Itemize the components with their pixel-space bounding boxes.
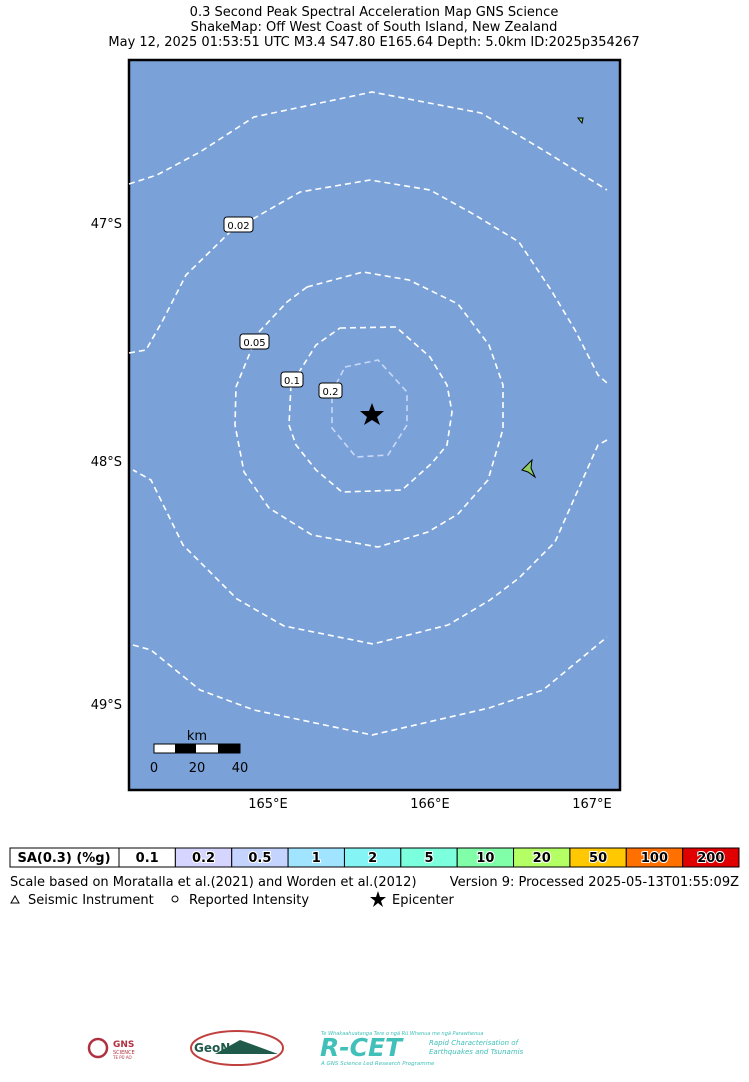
geonet-ring	[190, 1030, 284, 1066]
legend-instrument: Seismic Instrument	[28, 893, 154, 908]
scale-note: Scale based on Moratalla et al.(2021) an…	[10, 875, 417, 890]
lat-label: 49°S	[91, 698, 122, 713]
geonet-logo: GeoNet	[194, 1041, 244, 1055]
gns-maori: TE PŪ AO	[112, 1055, 132, 1060]
scale-seg	[218, 744, 240, 753]
colorbar-label: 5	[424, 851, 433, 866]
rcet-line1: Rapid Characterisation of	[429, 1039, 520, 1047]
lat-label: 47°S	[91, 217, 122, 232]
geonet-mountain	[215, 1040, 278, 1054]
rcet-logo: R-CET	[320, 1033, 404, 1062]
scale-tick: 20	[189, 761, 206, 776]
lon-label: 165°E	[248, 797, 288, 812]
contour	[331, 359, 408, 458]
colorbar-label: 0.2	[192, 851, 215, 866]
contours	[128, 91, 608, 736]
instrument-icon	[10, 894, 20, 904]
scale-tick: 40	[232, 761, 249, 776]
colorbar-title: SA(0.3) (%g)	[17, 851, 110, 866]
legend-intensity: Reported Intensity	[189, 893, 309, 908]
contour-label: 0.2	[323, 387, 339, 398]
label-box	[318, 382, 343, 399]
label-box	[239, 333, 270, 350]
contour-label: 0.1	[284, 376, 300, 387]
contour	[132, 439, 608, 645]
contour	[128, 91, 608, 191]
colorbar-label: 2	[368, 851, 377, 866]
colorbar-cell	[682, 847, 740, 868]
scale-unit: km	[187, 729, 207, 744]
rcet-maori: Te Whakaahuatanga Tere o ngā Rū Whenua m…	[321, 1031, 483, 1037]
title: 0.3 Second Peak Spectral Acceleration Ma…	[190, 5, 559, 20]
colorbar-label: 1	[312, 851, 321, 866]
epicenter-star	[360, 403, 384, 425]
scale-seg	[175, 744, 196, 753]
intensity-icon	[171, 895, 179, 903]
legend-epicenter: Epicenter	[392, 893, 455, 908]
gns-sub: SCIENCE	[113, 1050, 135, 1056]
island	[521, 458, 537, 479]
gns-logo: GNS	[113, 1040, 134, 1050]
colorbar-label: 200	[697, 851, 724, 866]
colorbar: SA(0.3) (%g) 0.1 0.2 0.5 1 2 5 10 20 50 100 200	[9, 847, 740, 868]
island	[576, 117, 584, 125]
colorbar-label: 0.1	[136, 851, 159, 866]
event-info: May 12, 2025 01:53:51 UTC M3.4 S47.80 E1…	[108, 35, 639, 50]
contour	[128, 179, 608, 384]
rcet-sub: A GNS Science Led Research Programme	[320, 1061, 435, 1067]
lon-label: 166°E	[410, 797, 450, 812]
colorbar-label: 10	[476, 851, 494, 866]
colorbar-label: 100	[641, 851, 668, 866]
scale-tick: 0	[150, 761, 158, 776]
rcet-line2: Earthquakes and Tsunamis	[429, 1048, 524, 1056]
contour-label: 0.02	[227, 221, 249, 232]
subtitle: ShakeMap: Off West Coast of South Island…	[191, 20, 558, 35]
colorbar-label: 0.5	[248, 851, 271, 866]
gns-mark	[87, 1037, 109, 1059]
map-frame	[127, 58, 622, 792]
epicenter-icon	[370, 891, 386, 907]
contour	[234, 271, 504, 548]
logos: GNS SCIENCE TE PŪ AO GeoNet Te Whakaahua…	[87, 1030, 524, 1067]
contour-label: 0.05	[243, 338, 265, 349]
scale-bar: km 0 20 40	[150, 729, 248, 776]
lon-label: 167°E	[572, 797, 612, 812]
version: Version 9: Processed 2025-05-13T01:55:09…	[450, 875, 739, 890]
label-box	[223, 216, 254, 233]
contour-labels: 0.02 0.05 0.1 0.2	[223, 216, 343, 399]
contour	[288, 326, 453, 493]
lat-label: 48°S	[91, 455, 122, 470]
label-box	[280, 371, 304, 388]
colorbar-label: 50	[589, 851, 607, 866]
colorbar-label: 20	[533, 851, 551, 866]
